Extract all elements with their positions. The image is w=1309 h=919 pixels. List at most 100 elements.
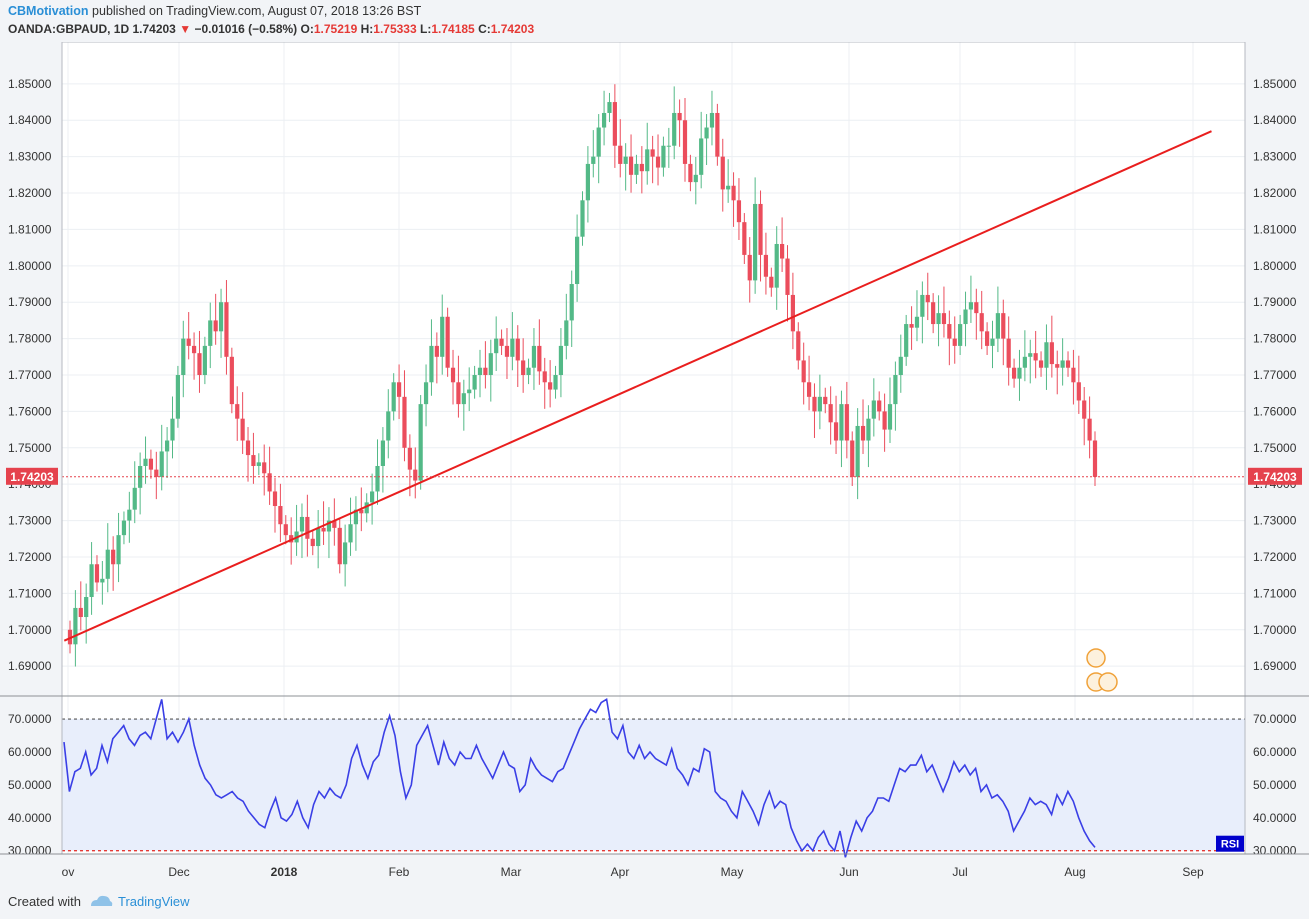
candle-body — [143, 458, 148, 466]
candle-body — [1038, 360, 1044, 368]
candle-body — [440, 316, 445, 357]
candle-body — [111, 549, 116, 565]
candle-body — [353, 509, 359, 525]
down-arrow-icon: ▼ — [179, 22, 192, 36]
rsi-tick-label-right: 60.0000 — [1253, 745, 1297, 759]
time-tick-label: Apr — [611, 865, 630, 879]
price-tick-label-right: 1.84000 — [1253, 113, 1297, 127]
candle-body — [763, 254, 769, 277]
candle-body — [321, 527, 326, 532]
rsi-pane: 30.0000 30.0000 40.0000 40.0000 50.0000 50.00… — [8, 697, 1297, 858]
candle-body — [731, 185, 736, 201]
price-tick-label-right: 1.70000 — [1253, 623, 1297, 637]
price-tick-label-right: 1.71000 — [1253, 586, 1297, 600]
candle-body — [186, 338, 191, 346]
price-tick-label-right: 1.73000 — [1253, 514, 1297, 528]
low-value: 1.74185 — [431, 22, 475, 36]
candle-body — [84, 597, 89, 618]
publish-info: published on TradingView.com, August 07,… — [92, 4, 422, 18]
candle-body — [332, 520, 337, 528]
last-price-tag-right — [1248, 467, 1302, 485]
symbol-label[interactable]: OANDA:GBPAUD, 1D — [8, 22, 130, 36]
candle-body — [898, 356, 903, 376]
candle-body — [326, 520, 332, 532]
event-markers[interactable] — [1086, 648, 1118, 692]
candle-body — [968, 302, 974, 310]
candle-body — [197, 353, 202, 376]
time-tick-label: Sep — [1182, 865, 1204, 879]
candle-body — [780, 243, 785, 259]
rsi-tick-label-left: 40.0000 — [8, 811, 52, 825]
candle-body — [488, 353, 493, 376]
candle-body — [785, 258, 790, 295]
candle-body — [202, 345, 207, 376]
candle-body — [1060, 360, 1065, 368]
candle-body — [477, 367, 483, 376]
candle-body — [450, 367, 456, 383]
candle-body — [483, 367, 488, 376]
candle-body — [402, 396, 407, 448]
time-tick-label: May — [721, 865, 744, 879]
time-tick-label: 2018 — [271, 865, 298, 879]
candle-body — [375, 465, 380, 492]
candle-body — [672, 112, 677, 146]
candle-body — [839, 404, 844, 441]
rsi-tick-label-left: 60.0000 — [8, 745, 52, 759]
candle-body — [1017, 367, 1022, 379]
price-tick-label-left: 1.78000 — [8, 332, 52, 346]
candle-body — [844, 404, 849, 441]
candle-body — [758, 203, 763, 255]
candle-body — [121, 520, 127, 536]
last-price-tag-right-text: 1.74203 — [1253, 470, 1297, 484]
candle-body — [159, 451, 164, 477]
candle-body — [931, 302, 936, 325]
candle-body — [218, 302, 224, 332]
trendline[interactable] — [63, 130, 1212, 642]
price-change: −0.01016 (−0.58%) — [194, 22, 298, 36]
candle-body — [704, 127, 709, 139]
candle-body — [806, 382, 812, 397]
candle-body — [1028, 353, 1033, 357]
candle-body — [359, 509, 364, 514]
candle-body — [995, 313, 1000, 339]
high-value: 1.75333 — [373, 22, 417, 36]
candle-body — [823, 396, 828, 405]
candle-body — [240, 418, 245, 441]
candle-body — [343, 542, 348, 565]
candle-body — [229, 356, 234, 405]
candle-body — [191, 345, 197, 354]
price-tick-label-right: 1.83000 — [1253, 150, 1297, 164]
author-link[interactable]: CBMotivation — [8, 4, 89, 18]
tradingview-link[interactable]: TradingView — [118, 894, 190, 909]
candle-body — [974, 302, 979, 314]
price-tick-label-left: 1.75000 — [8, 441, 52, 455]
rsi-tick-label-right: 70.0000 — [1253, 712, 1297, 726]
candle-body — [947, 324, 952, 339]
candle-body — [790, 294, 795, 332]
price-tick-label-left: 1.85000 — [8, 77, 52, 91]
candle-body — [909, 324, 914, 328]
high-label: H: — [360, 22, 374, 36]
candle-body — [1055, 364, 1060, 368]
tradingview-logo-icon[interactable] — [88, 892, 114, 915]
rsi-tag — [1216, 835, 1244, 852]
candle-body — [181, 338, 186, 376]
candle-body — [936, 313, 941, 325]
candlestick-series — [67, 84, 1098, 667]
candle-body — [1049, 342, 1054, 365]
candle-body — [666, 145, 671, 147]
low-label: L: — [420, 22, 432, 36]
price-tick-label-right: 1.81000 — [1253, 222, 1297, 236]
candle-body — [132, 487, 137, 510]
chart-area[interactable]: 30.0000 30.0000 40.0000 40.0000 50.0000 50.00… — [0, 42, 1309, 884]
candle-body — [596, 127, 601, 157]
price-tick-label-left: 1.69000 — [8, 659, 52, 673]
price-tick-label-left: 1.76000 — [8, 404, 52, 418]
candle-body — [364, 502, 369, 514]
price-tick-label-right: 1.82000 — [1253, 186, 1297, 200]
trendline-segment — [63, 130, 1212, 642]
candle-body — [1087, 418, 1092, 441]
rsi-band — [62, 719, 1245, 851]
candle-body — [1022, 356, 1027, 368]
candle-body — [925, 294, 930, 303]
